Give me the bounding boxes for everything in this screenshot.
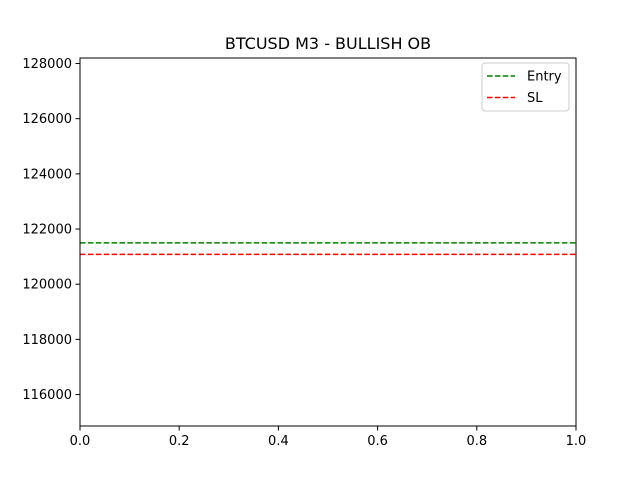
- x-axis: 0.0 0.2 0.4 0.6 0.8 1.0: [70, 426, 587, 449]
- y-tick-label: 124000: [22, 167, 72, 182]
- y-tick-label: 116000: [22, 388, 72, 403]
- legend: Entry SL: [481, 62, 570, 112]
- y-axis: 116000 118000 120000 122000 124000 126000 1280…: [22, 57, 80, 403]
- y-tick-label: 118000: [22, 333, 72, 348]
- series-layer: [80, 242, 576, 256]
- y-tick-label: 128000: [22, 57, 72, 72]
- x-tick-label: 0.8: [466, 434, 487, 449]
- legend-label-entry: Entry: [527, 70, 562, 85]
- legend-label-sl: SL: [527, 91, 543, 106]
- y-tick-label: 126000: [22, 112, 72, 127]
- plot-area: [80, 58, 576, 426]
- chart-title: BTCUSD M3 - BULLISH OB: [225, 34, 431, 53]
- plot-frame: [79, 57, 577, 427]
- x-tick-label: 1.0: [566, 434, 587, 449]
- x-tick-label: 0.0: [70, 434, 91, 449]
- x-tick-label: 0.4: [268, 434, 289, 449]
- y-tick-label: 120000: [22, 278, 72, 293]
- legend-box: [481, 62, 570, 112]
- x-tick-label: 0.6: [367, 434, 388, 449]
- x-tick-label: 0.2: [169, 434, 190, 449]
- y-tick-label: 122000: [22, 223, 72, 238]
